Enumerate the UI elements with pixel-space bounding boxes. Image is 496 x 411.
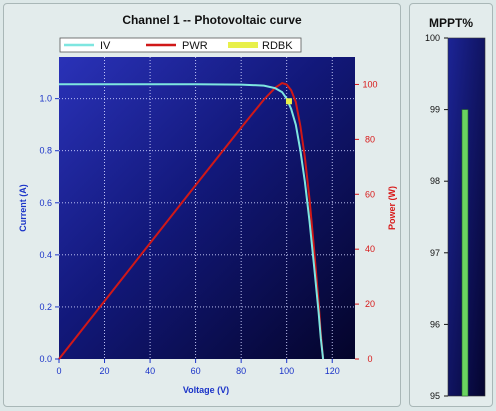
mppt-tick-label: 100 [425, 33, 440, 43]
y2-tick-label: 40 [365, 244, 375, 254]
series-point-rdbk [285, 98, 292, 105]
mppt-bar [461, 109, 469, 397]
legend-label-iv: IV [100, 40, 111, 52]
y2-tick-label: 20 [365, 299, 375, 309]
y-tick-label: 0.0 [39, 354, 52, 364]
chart-title: Channel 1 -- Photovoltaic curve [122, 13, 302, 27]
y2-tick-label: 100 [362, 79, 377, 89]
y-axis-ticks: 0.0 0.2 0.4 0.6 0.8 1.0 [39, 94, 59, 364]
legend-swatch-rdbk [228, 42, 258, 48]
x-tick-label: 100 [279, 366, 294, 376]
mppt-title: MPPT% [429, 16, 473, 30]
y-tick-label: 0.4 [39, 250, 52, 260]
mppt-tick-label: 98 [430, 176, 440, 186]
x-tick-label: 0 [56, 366, 61, 376]
plot-area [59, 57, 355, 359]
mppt-tick-label: 96 [430, 319, 440, 329]
y-tick-label: 0.6 [39, 198, 52, 208]
x-tick-label: 20 [100, 366, 110, 376]
plot-series [58, 82, 325, 360]
mppt-axis-ticks: 95 96 97 98 99 100 [425, 33, 448, 401]
plot-grid [59, 57, 355, 359]
y-tick-label: 0.2 [39, 302, 52, 312]
x-tick-label: 40 [145, 366, 155, 376]
mppt-tick-label: 95 [430, 391, 440, 401]
x-tick-label: 80 [236, 366, 246, 376]
y-axis-label: Current (A) [18, 184, 28, 232]
y2-axis-ticks: 0 20 40 60 80 100 [355, 79, 378, 364]
x-tick-label: 120 [325, 366, 340, 376]
x-tick-label: 60 [191, 366, 201, 376]
legend-box [59, 37, 302, 53]
mppt-tick-label: 99 [430, 105, 440, 115]
legend-label-pwr: PWR [182, 40, 208, 52]
legend: IV PWR RDBK [59, 37, 302, 53]
y2-tick-label: 80 [365, 134, 375, 144]
x-axis-ticks: 0 20 40 60 80 100 120 [56, 359, 340, 376]
mppt-tick-label: 97 [430, 248, 440, 258]
legend-label-rdbk: RDBK [262, 40, 293, 52]
y2-tick-label: 0 [367, 354, 372, 364]
x-axis-label: Voltage (V) [183, 385, 229, 395]
y2-tick-label: 60 [365, 189, 375, 199]
y2-axis-label: Power (W) [387, 186, 397, 230]
series-line-pwr [58, 82, 325, 360]
y-tick-label: 1.0 [39, 94, 52, 104]
y-tick-label: 0.8 [39, 146, 52, 156]
